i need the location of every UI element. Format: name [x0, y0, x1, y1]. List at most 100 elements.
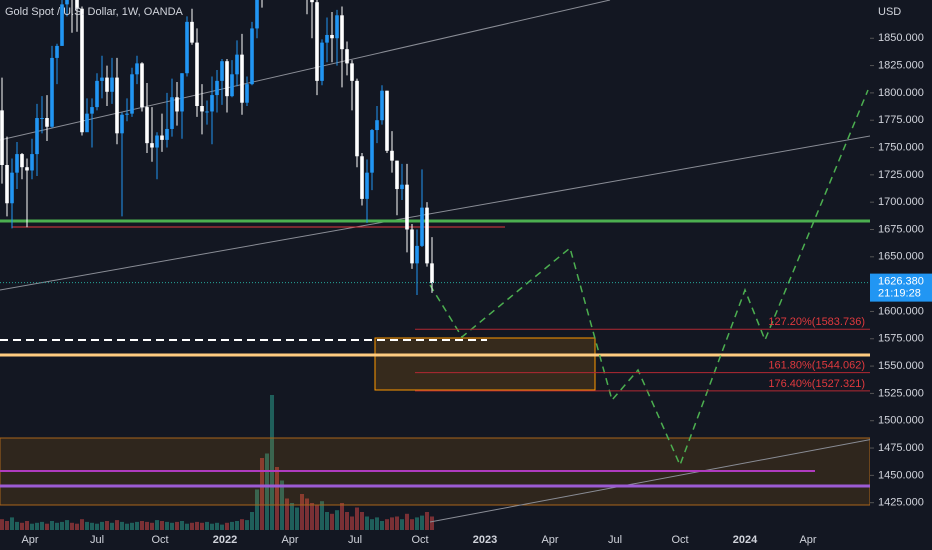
volume-bar: [300, 494, 304, 530]
candle-body: [375, 120, 379, 131]
y-tick-label: 1800.000: [878, 87, 924, 99]
candle-body: [370, 130, 374, 173]
channel-line: [429, 439, 870, 523]
candle-body: [15, 154, 19, 173]
volume-bar: [215, 522, 219, 530]
candle-body: [235, 54, 239, 75]
candle-body: [335, 15, 339, 39]
candle-body: [60, 4, 64, 46]
candle-body: [380, 90, 384, 121]
y-tick-label: 1775.000: [878, 114, 924, 126]
candle-body: [385, 90, 389, 151]
candle-body: [50, 57, 54, 127]
candle-body: [65, 0, 69, 5]
volume-bar: [205, 521, 209, 530]
volume-bar: [385, 519, 389, 530]
volume-bar: [395, 516, 399, 530]
volume-bar: [220, 524, 224, 530]
candle-body: [160, 135, 164, 140]
volume-bar: [305, 498, 309, 530]
volume-bar: [265, 453, 269, 530]
candle-body: [135, 63, 139, 75]
candle-body: [35, 118, 39, 155]
volume-bar: [245, 520, 249, 530]
candle-body: [170, 97, 174, 129]
candle-body: [405, 184, 409, 230]
volume-bar: [240, 519, 244, 530]
volume-bar: [110, 522, 114, 530]
candle-body: [410, 229, 414, 264]
currency-label: USD: [878, 6, 901, 18]
volume-bar: [70, 522, 74, 530]
volume-bar: [315, 504, 319, 530]
volume-bar: [375, 517, 379, 530]
x-tick-label: Apr: [799, 534, 816, 546]
volume-bar: [130, 522, 134, 530]
drawings: [0, 0, 870, 523]
chart-title: Gold Spot / U.S. Dollar, 1W, OANDA: [5, 6, 184, 18]
candle-body: [215, 80, 219, 96]
candle-body: [5, 165, 9, 204]
volume-bar: [225, 522, 229, 530]
candle-body: [430, 263, 434, 284]
volume-bar: [45, 523, 49, 530]
candle-body: [100, 77, 104, 81]
candle-body: [365, 172, 369, 199]
candle-body: [360, 156, 364, 199]
volume-bar: [310, 503, 314, 530]
candle-body: [40, 118, 44, 120]
volume-bar: [285, 498, 289, 530]
y-tick-label: 1550.000: [878, 360, 924, 372]
volume-bar: [35, 522, 39, 530]
volume-bar: [325, 512, 329, 530]
volume-bar: [370, 519, 374, 530]
volume-bar: [155, 520, 159, 530]
volume-bar: [210, 523, 214, 530]
volume-bar: [140, 521, 144, 530]
volume-bar: [95, 523, 99, 530]
candle-body: [315, 2, 319, 81]
candle-body: [130, 74, 134, 114]
volume-bar: [335, 510, 339, 530]
volume-bar: [425, 512, 429, 530]
volume-bar: [180, 521, 184, 530]
x-tick-label: Jul: [348, 534, 362, 546]
y-tick-label: 1825.000: [878, 59, 924, 71]
fib-label: 176.40%(1527.321): [768, 378, 865, 390]
candle-body: [400, 184, 404, 190]
candle-body: [140, 63, 144, 108]
volume-bar: [60, 521, 64, 530]
y-tick-label: 1475.000: [878, 442, 924, 454]
candle-body: [325, 34, 329, 43]
volume-bar: [10, 517, 14, 530]
candle-body: [310, 0, 314, 3]
volume-bar: [145, 521, 149, 530]
volume-bar: [380, 521, 384, 530]
x-tick-label: Jul: [608, 534, 622, 546]
volume-bar: [165, 521, 169, 530]
volume-bar: [260, 458, 264, 530]
volume-bar: [135, 521, 139, 530]
volume-bar: [50, 521, 54, 530]
volume-bar: [340, 503, 344, 530]
candle-body: [200, 106, 204, 112]
volume-bar: [195, 521, 199, 530]
x-tick-label: Apr: [21, 534, 38, 546]
candle-body: [395, 160, 399, 190]
volume-bar: [290, 503, 294, 530]
candle-body: [255, 0, 259, 29]
candle-body: [420, 207, 424, 246]
volume-bar: [320, 501, 324, 530]
volume-bar: [170, 522, 174, 530]
candle-body: [355, 80, 359, 157]
candle-body: [90, 107, 94, 114]
candle-body: [250, 28, 254, 85]
x-tick-label: Apr: [541, 534, 558, 546]
candle-body: [150, 143, 154, 148]
channel-line: [0, 0, 611, 141]
candle-body: [75, 0, 79, 9]
y-tick-label: 1650.000: [878, 251, 924, 263]
candle-body: [25, 167, 29, 171]
y-tick-label: 1500.000: [878, 415, 924, 427]
volume-bar: [200, 522, 204, 530]
